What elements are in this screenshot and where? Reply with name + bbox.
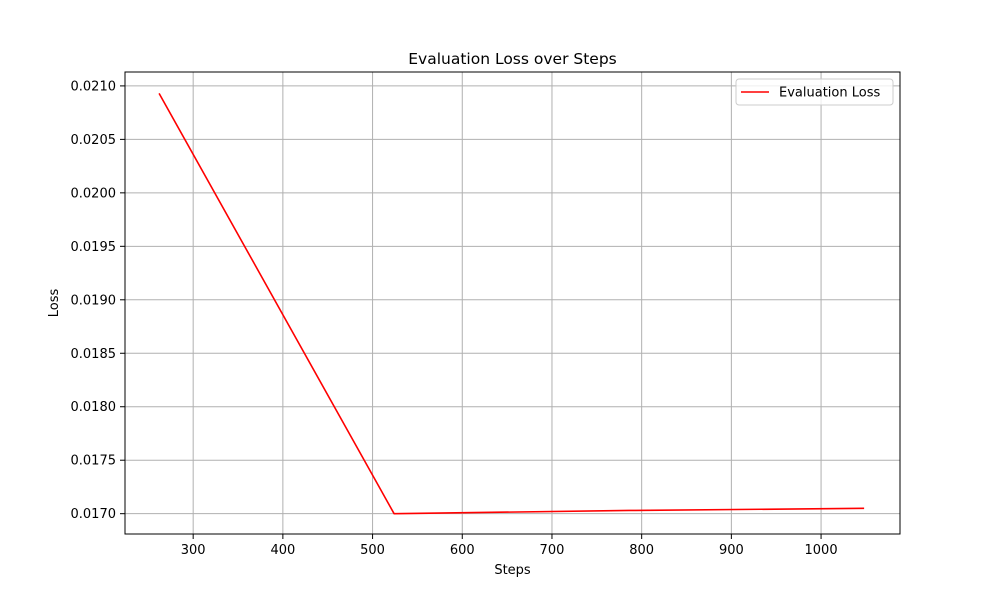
x-tick-label: 500 (360, 543, 385, 558)
legend-label: Evaluation Loss (779, 86, 880, 101)
y-tick-label: 0.0190 (71, 293, 117, 308)
chart-title: Evaluation Loss over Steps (408, 50, 617, 68)
series-layer (158, 92, 865, 515)
y-tick-label: 0.0200 (71, 186, 117, 201)
legend: Evaluation Loss (735, 78, 894, 106)
grid (125, 72, 900, 534)
x-tick-label: 600 (450, 543, 475, 558)
plot-frame (124, 71, 901, 535)
x-axis-label: Steps (494, 563, 531, 578)
x-tick-label: 900 (719, 543, 744, 558)
x-tick-label: 700 (540, 543, 565, 558)
x-tick-label: 1000 (805, 543, 838, 558)
series-line-evaluation-loss (158, 92, 865, 515)
y-tick-label: 0.0170 (71, 507, 117, 522)
y-tick-label: 0.0175 (71, 454, 117, 469)
x-tick-label: 400 (270, 543, 295, 558)
y-tick-label: 0.0205 (71, 133, 117, 148)
y-tick-label: 0.0185 (71, 347, 117, 362)
y-tick-label: 0.0195 (71, 240, 117, 255)
legend-box (735, 78, 894, 106)
x-tick-label: 800 (629, 543, 654, 558)
ticks: 300 400 500 600 700 800 900 1000 0.0170 0.0175 0.0… (71, 79, 838, 558)
y-tick-label: 0.0210 (71, 79, 117, 94)
y-axis-label: Loss (47, 289, 62, 318)
x-tick-label: 300 (181, 543, 206, 558)
y-tick-label: 0.0180 (71, 400, 117, 415)
